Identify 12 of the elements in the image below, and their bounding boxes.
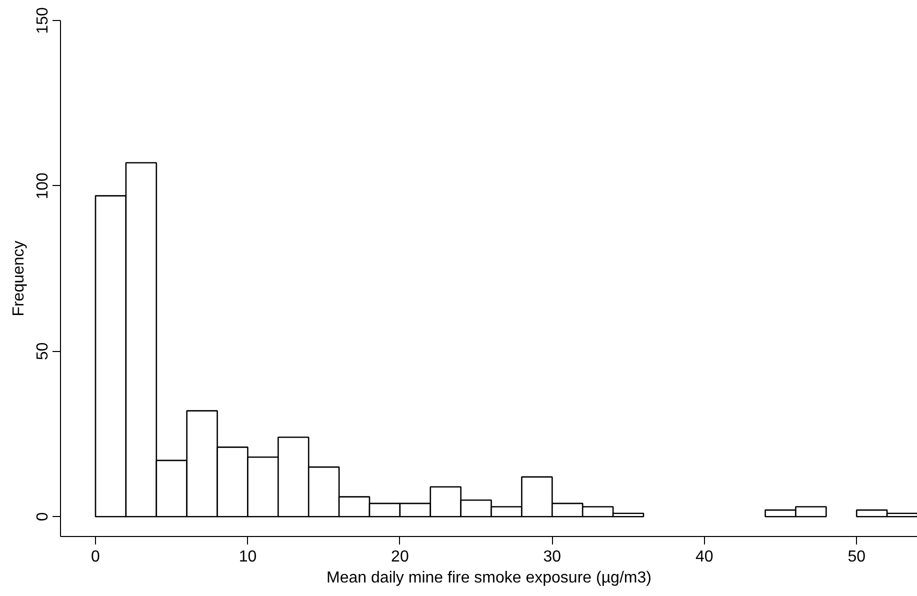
y-tick-label: 100: [34, 172, 52, 200]
y-tick-label: 150: [34, 7, 52, 34]
y-tick-label: 0: [34, 512, 52, 522]
x-tick-label: 40: [695, 548, 714, 566]
x-tick-label: 20: [391, 548, 409, 566]
x-tick-label: 30: [543, 548, 562, 566]
y-tick-label: 50: [34, 342, 52, 360]
x-tick-label: 10: [238, 548, 257, 566]
x-tick-label: 50: [848, 548, 866, 566]
x-tick-label: 0: [91, 548, 100, 566]
y-axis-title: Frequency: [10, 240, 28, 316]
x-axis-title: Mean daily mine fire smoke exposure (µg/m3): [326, 570, 652, 586]
